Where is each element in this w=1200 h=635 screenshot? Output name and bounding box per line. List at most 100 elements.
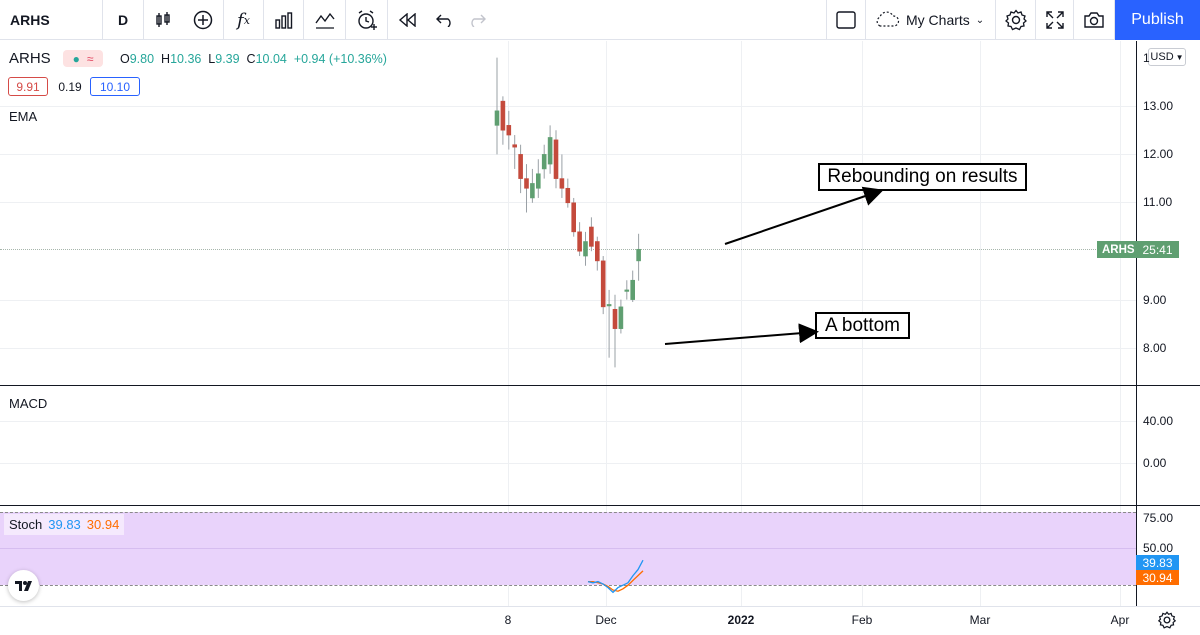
candle-body	[547, 137, 553, 165]
price-axis-border	[1136, 41, 1137, 606]
stoch-k-line	[587, 559, 644, 594]
grid-line	[0, 463, 1136, 464]
chevron-down-icon: ⌄	[975, 14, 985, 26]
candle-body	[518, 154, 523, 179]
candle-body	[559, 178, 565, 189]
grid-line	[1120, 41, 1121, 606]
pane-separator[interactable]	[0, 385, 1200, 386]
bottom-callout[interactable]: A bottom	[815, 312, 910, 339]
candle-body	[565, 187, 571, 204]
settings-icon[interactable]	[996, 0, 1036, 40]
price-axis-label: 8.00	[1143, 341, 1167, 355]
my-charts-button[interactable]: My Charts ⌄	[866, 0, 996, 40]
layout-icon[interactable]	[826, 0, 866, 40]
candle-body	[630, 279, 636, 300]
tradingview-logo-icon[interactable]	[8, 570, 39, 601]
stoch-k-value: 39.83	[48, 517, 81, 532]
publish-button[interactable]: Publish	[1115, 0, 1200, 40]
time-axis-label: 8	[504, 613, 512, 627]
ema-legend[interactable]: EMA	[9, 109, 38, 124]
interval-button[interactable]: D	[103, 0, 144, 40]
alert-icon[interactable]	[346, 0, 388, 40]
stoch-mid-line	[0, 548, 1136, 549]
time-axis-label: Feb	[851, 613, 873, 627]
spread-value: 0.19	[58, 79, 82, 94]
camera-icon[interactable]	[1074, 0, 1115, 40]
macd-axis-label: 0.00	[1143, 456, 1167, 470]
time-axis-border	[0, 606, 1200, 607]
strategy-icon[interactable]	[304, 0, 346, 40]
fullscreen-icon[interactable]	[1036, 0, 1074, 40]
currency-selector[interactable]: USD ▼	[1148, 48, 1186, 66]
undo-icon[interactable]	[428, 0, 462, 40]
candle-body	[636, 248, 641, 262]
rebound-callout[interactable]: Rebounding on results	[818, 163, 1027, 191]
grid-line	[0, 421, 1136, 422]
templates-icon[interactable]	[264, 0, 304, 40]
last-price-line	[0, 249, 1136, 250]
price-chart[interactable]	[0, 41, 1136, 611]
time-axis-label: 2022	[727, 613, 755, 627]
price-axis-label: 1	[1143, 51, 1150, 65]
candle-body	[589, 226, 594, 247]
candle-body	[553, 139, 559, 179]
candles-icon[interactable]	[144, 0, 182, 40]
candle-body	[541, 154, 547, 170]
stoch-axis-label: 75.00	[1143, 511, 1174, 525]
grid-line	[606, 41, 607, 606]
cloud-icon	[874, 10, 900, 30]
stoch-d-tag: 30.94	[1136, 570, 1179, 585]
market-status-dot-icon: ●	[72, 51, 80, 66]
stoch-lower-band-line	[0, 585, 1136, 586]
candle-body	[530, 183, 535, 199]
add-compare-icon[interactable]	[182, 0, 224, 40]
time-axis-label: Apr	[1110, 613, 1130, 627]
last-price-countdown-tag: 25:41	[1136, 241, 1179, 258]
stoch-axis-label: 50.00	[1143, 541, 1174, 555]
chart-settings-gear-icon[interactable]	[1157, 611, 1177, 634]
grid-line	[0, 348, 1136, 349]
candle-body	[571, 202, 577, 233]
legend-status-badge[interactable]: ● ≈	[63, 50, 103, 67]
symbol-search-button[interactable]: ARHS	[0, 0, 103, 40]
candle-body	[577, 231, 582, 252]
candle-body	[612, 308, 618, 329]
stoch-legend[interactable]: Stoch 39.83 30.94	[4, 514, 125, 535]
sell-price-box[interactable]: 9.91	[8, 77, 48, 96]
last-price-symbol-tag: ARHS	[1097, 241, 1140, 258]
price-axis-label: 9.00	[1143, 293, 1167, 307]
macd-legend[interactable]: MACD	[9, 396, 48, 411]
candle-body	[600, 260, 606, 308]
time-axis-label: Mar	[969, 613, 991, 627]
data-delay-icon: ≈	[86, 51, 94, 66]
candle-body	[624, 289, 630, 292]
legend-symbol: ARHS	[9, 50, 51, 67]
candle-body	[500, 100, 506, 131]
replay-icon[interactable]	[388, 0, 428, 40]
grid-line	[980, 41, 981, 606]
grid-line	[0, 154, 1136, 155]
candle-body	[494, 110, 500, 126]
buy-price-box[interactable]: 10.10	[90, 77, 140, 96]
candle-body	[618, 306, 624, 329]
price-axis-label: 13.00	[1143, 99, 1174, 113]
my-charts-label: My Charts	[906, 12, 970, 28]
stoch-d-value: 30.94	[86, 517, 120, 532]
stoch-upper-band-line	[0, 512, 1136, 513]
stoch-k-tag: 39.83	[1136, 555, 1179, 570]
candle-body	[535, 173, 541, 189]
candle-body	[583, 241, 588, 257]
grid-line	[0, 300, 1136, 301]
candle-body	[524, 178, 529, 189]
price-axis-label: 12.00	[1143, 147, 1174, 161]
stoch-label: Stoch	[9, 517, 43, 532]
legend-ohlc: O9.80 H10.36 L9.39 C10.04 +0.94 (+10.36%…	[120, 52, 387, 66]
candle-body	[512, 144, 518, 148]
pane-separator[interactable]	[0, 505, 1200, 506]
price-axis-label: 11.00	[1143, 195, 1173, 209]
redo-icon[interactable]	[462, 0, 492, 40]
time-axis-label: Dec	[595, 613, 617, 627]
grid-line	[508, 41, 509, 606]
candle-body	[506, 125, 512, 136]
